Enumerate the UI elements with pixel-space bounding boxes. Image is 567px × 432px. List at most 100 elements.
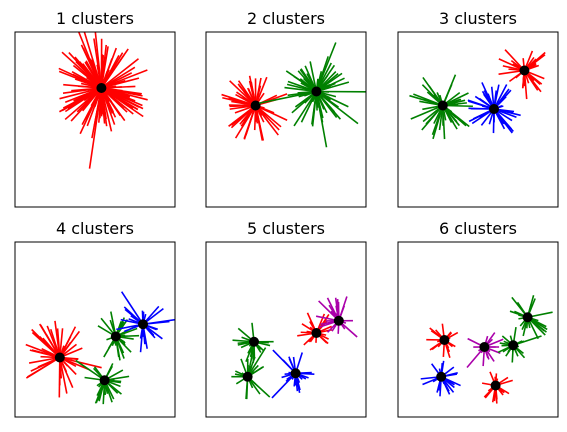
spoke <box>71 87 102 92</box>
cluster-center-marker <box>439 335 450 345</box>
cluster-1 <box>409 74 473 140</box>
spoke <box>231 104 257 126</box>
spoke <box>100 58 113 89</box>
cluster-6 <box>481 371 513 404</box>
cluster-center-marker <box>96 83 107 93</box>
cluster-4 <box>297 312 333 346</box>
cluster-2 <box>467 82 521 134</box>
cluster-2 <box>97 311 140 361</box>
spoke <box>100 87 131 108</box>
cluster-center-marker <box>437 100 448 111</box>
spoke <box>409 94 444 107</box>
cluster-1 <box>426 323 459 358</box>
cluster-center-marker <box>519 65 530 76</box>
cluster-center-marker <box>249 336 259 347</box>
cluster-5 <box>315 296 358 338</box>
plot-area <box>420 295 553 404</box>
axes-frame <box>205 241 367 418</box>
cluster-center-marker <box>311 86 322 97</box>
cluster-1 <box>221 75 288 141</box>
spoke <box>309 61 318 92</box>
cluster-4 <box>75 359 130 405</box>
spoke <box>62 87 102 109</box>
panel-title: 5 clusters <box>247 219 325 238</box>
spoke <box>86 87 103 127</box>
spoke <box>287 80 317 93</box>
plot-area <box>58 32 148 169</box>
spoke <box>101 87 143 107</box>
cluster-center-marker <box>479 342 490 352</box>
plot-area <box>409 49 546 140</box>
axes-frame <box>397 31 559 208</box>
spoke <box>81 87 103 125</box>
panel-4: 4 clusters <box>14 219 176 418</box>
cluster-3 <box>498 49 546 100</box>
spoke <box>101 87 143 97</box>
spoke <box>100 52 124 89</box>
spoke <box>229 80 257 107</box>
spoke <box>100 87 125 110</box>
cluster-center-marker <box>54 352 65 363</box>
cluster-center-marker <box>138 319 148 330</box>
spoke <box>243 105 257 140</box>
cluster-1 <box>58 32 148 169</box>
spoke <box>271 372 297 399</box>
spoke <box>442 104 473 108</box>
cluster-center-marker <box>522 312 533 323</box>
spoke <box>247 376 271 398</box>
panel-5: 5 clusters <box>205 219 367 418</box>
spoke <box>63 83 102 89</box>
spoke <box>284 86 317 93</box>
cluster-3 <box>466 332 504 368</box>
cluster-1 <box>25 320 102 398</box>
cluster-center-marker <box>110 331 121 342</box>
plot-area <box>231 296 358 400</box>
spoke <box>75 359 106 381</box>
spoke <box>71 70 102 89</box>
cluster-center-marker <box>290 368 301 379</box>
cluster-5 <box>509 295 553 340</box>
panel-title: 6 clusters <box>439 219 517 238</box>
cluster-3 <box>116 291 175 353</box>
cluster-center-marker <box>99 375 110 386</box>
spoke <box>59 356 102 369</box>
panel-title: 2 clusters <box>247 9 325 28</box>
panel-title: 1 clusters <box>56 9 134 28</box>
spoke <box>120 291 144 325</box>
spoke <box>442 105 446 140</box>
spoke <box>30 356 61 372</box>
spoke <box>293 91 318 127</box>
axes-frame <box>14 241 176 418</box>
cluster-2 <box>420 360 461 397</box>
cluster-center-marker <box>311 328 322 338</box>
spoke <box>59 87 102 100</box>
panel-3: 3 clusters <box>397 9 559 208</box>
panel-2: 2 clusters <box>205 9 367 208</box>
cluster-2 <box>231 347 271 400</box>
spoke <box>272 349 297 374</box>
panel-6: 6 clusters <box>397 219 559 418</box>
spoke <box>100 58 139 89</box>
cluster-1 <box>232 322 274 363</box>
spoke <box>142 318 175 326</box>
cluster-2 <box>259 42 366 148</box>
spoke <box>315 56 329 92</box>
cluster-center-marker <box>490 380 501 391</box>
spoke <box>255 104 282 128</box>
panel-title: 3 clusters <box>439 9 517 28</box>
plot-area <box>221 42 366 148</box>
panel-title: 4 clusters <box>56 219 134 238</box>
spoke <box>246 347 267 378</box>
spoke <box>410 104 444 120</box>
panel-1: 1 clusters <box>14 9 176 208</box>
axes-frame <box>397 241 559 418</box>
spoke <box>28 356 60 364</box>
spoke <box>59 357 68 394</box>
spoke <box>72 64 102 89</box>
axes-frame <box>14 31 176 208</box>
cluster-center-marker <box>436 371 447 382</box>
spoke <box>76 87 102 113</box>
spoke <box>315 91 328 148</box>
spoke <box>80 44 103 89</box>
spoke <box>68 52 102 89</box>
